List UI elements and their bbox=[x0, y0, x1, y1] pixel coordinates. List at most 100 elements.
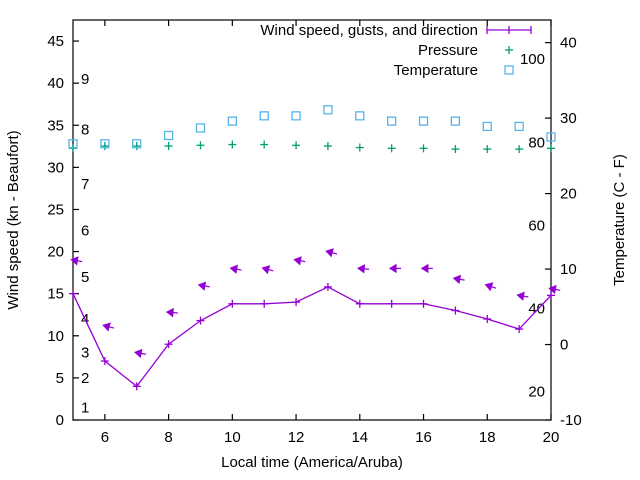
legend-label-2: Temperature bbox=[394, 62, 478, 79]
y-tick-label: 15 bbox=[47, 286, 64, 303]
arrow-head bbox=[133, 348, 143, 359]
wind-direction-arrow bbox=[165, 307, 178, 318]
beaufort-label: 7 bbox=[81, 176, 89, 193]
arrow-head bbox=[388, 263, 397, 274]
plot-frame bbox=[72, 19, 552, 421]
temperature-marker bbox=[514, 121, 524, 132]
wind-speed-marker bbox=[483, 314, 492, 323]
pressure-marker bbox=[164, 142, 173, 151]
temperature-marker bbox=[323, 105, 333, 115]
wind-speed-marker bbox=[132, 382, 141, 391]
x-tick-label: 6 bbox=[101, 429, 109, 446]
temperature-marker bbox=[482, 121, 492, 132]
temperature-marker bbox=[68, 139, 78, 149]
wind-speed-marker bbox=[228, 299, 237, 308]
temperature-marker bbox=[259, 111, 269, 121]
wind-speed-marker bbox=[100, 357, 109, 366]
x-tick-label: 12 bbox=[288, 429, 305, 446]
wind-direction-arrow bbox=[548, 284, 561, 295]
beaufort-label: 3 bbox=[81, 345, 89, 362]
temperature-marker bbox=[450, 116, 461, 126]
wind-direction-arrow bbox=[325, 248, 338, 258]
x-tick-label: 8 bbox=[164, 429, 172, 446]
y2-tick-label: -10 bbox=[560, 412, 582, 429]
pressure-marker bbox=[100, 142, 109, 151]
y-tick-label: 20 bbox=[47, 244, 64, 261]
pressure-marker bbox=[260, 140, 269, 149]
x-tick-label: 18 bbox=[479, 429, 496, 446]
x-axis-title: Local time (America/Aruba) bbox=[221, 454, 403, 471]
pressure-marker bbox=[547, 144, 555, 153]
y-axis-title: Wind speed (kn - Beaufort) bbox=[5, 130, 22, 309]
y2-tick-label: 30 bbox=[560, 110, 577, 127]
wind-direction-arrow bbox=[261, 265, 274, 275]
legend-label-1: Pressure bbox=[418, 42, 478, 59]
wind-speed-marker bbox=[323, 282, 332, 291]
y-tick-label: 40 bbox=[47, 75, 64, 92]
wind-speed-marker bbox=[164, 340, 173, 349]
wind-speed-marker bbox=[196, 316, 205, 325]
temperature-marker bbox=[291, 111, 301, 121]
y-tick-label: 25 bbox=[47, 201, 64, 218]
arrow-head bbox=[293, 256, 302, 266]
temperature-marker bbox=[100, 139, 110, 149]
wind-speed-marker bbox=[260, 299, 269, 308]
x-tick-label: 10 bbox=[224, 429, 241, 446]
arrow-head bbox=[197, 281, 207, 291]
wind-speed-marker bbox=[419, 299, 428, 308]
wind-direction-arrow bbox=[484, 282, 497, 292]
y2-axis-title: Temperature (C - F) bbox=[611, 154, 628, 286]
pressure-marker bbox=[323, 142, 332, 151]
fahrenheit-label: 20 bbox=[528, 383, 545, 400]
wind-speed-marker bbox=[292, 298, 301, 307]
temperature-marker bbox=[355, 111, 365, 121]
beaufort-label: 9 bbox=[81, 71, 89, 88]
y-tick-label: 30 bbox=[47, 159, 64, 176]
wind-direction-arrow bbox=[420, 263, 433, 274]
y-tick-label: 10 bbox=[47, 328, 64, 345]
arrow-head bbox=[325, 248, 334, 258]
wind-speed-marker bbox=[451, 306, 460, 315]
y-tick-label: 5 bbox=[56, 370, 64, 387]
wind-speed-marker bbox=[355, 299, 364, 308]
wind-direction-arrow bbox=[102, 322, 115, 332]
fahrenheit-label: 100 bbox=[520, 51, 545, 68]
fahrenheit-label: 60 bbox=[528, 217, 545, 234]
fahrenheit-label: 80 bbox=[528, 134, 545, 151]
y2-tick-label: 40 bbox=[560, 35, 577, 52]
arrow-head bbox=[452, 274, 462, 285]
arrow-head bbox=[165, 307, 174, 318]
pressure-marker bbox=[387, 144, 396, 153]
wind-speed-marker bbox=[69, 289, 77, 298]
wind-direction-arrow bbox=[357, 264, 370, 274]
legend-marker-pressure bbox=[505, 46, 513, 54]
beaufort-label: 5 bbox=[81, 269, 89, 286]
x-tick-label: 16 bbox=[415, 429, 432, 446]
y2-tick-label: 10 bbox=[560, 261, 577, 278]
wind-direction-arrow bbox=[388, 263, 402, 274]
wind-direction-arrow bbox=[229, 264, 242, 274]
pressure-marker bbox=[132, 142, 141, 151]
pressure-marker bbox=[515, 145, 524, 154]
legend-marker-wind bbox=[486, 26, 532, 34]
pressure-marker bbox=[355, 143, 364, 152]
beaufort-label: 6 bbox=[81, 223, 89, 240]
legend-marker-temperature bbox=[504, 65, 514, 75]
arrow-head bbox=[70, 256, 79, 266]
pressure-marker bbox=[292, 141, 301, 150]
wind-direction-arrow bbox=[133, 348, 147, 359]
wind-direction-arrow bbox=[516, 291, 529, 301]
x-tick-label: 14 bbox=[351, 429, 368, 446]
temperature-marker bbox=[227, 116, 237, 126]
temperature-marker bbox=[132, 139, 142, 149]
arrow-head bbox=[229, 264, 238, 274]
pressure-marker bbox=[419, 144, 428, 153]
pressure-marker bbox=[228, 140, 237, 149]
wind-speed-marker bbox=[515, 325, 524, 334]
wind-speed-marker bbox=[547, 291, 555, 300]
pressure-marker bbox=[483, 145, 492, 154]
wind-direction-arrow bbox=[70, 256, 83, 266]
fahrenheit-label: 40 bbox=[528, 300, 545, 317]
